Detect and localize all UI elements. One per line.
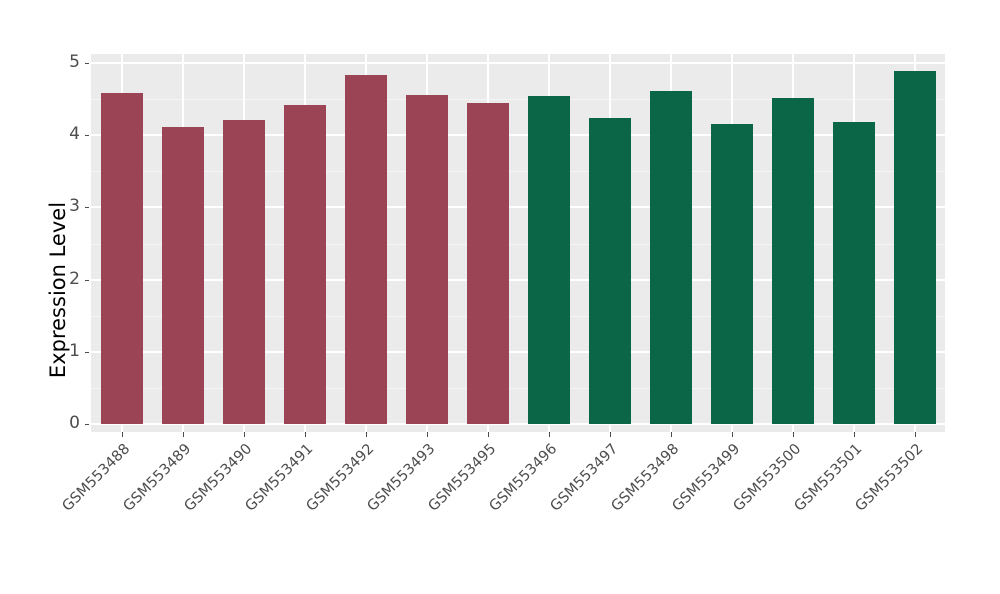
gridline-major-horizontal	[91, 206, 945, 209]
bar[interactable]	[100, 93, 143, 424]
y-axis-tick-mark	[85, 279, 89, 281]
gridline-major-horizontal	[91, 134, 945, 137]
x-axis-tick-mark	[609, 432, 611, 437]
y-axis-tick-label: 3	[69, 196, 80, 217]
bar[interactable]	[405, 94, 448, 424]
y-axis-tick-mark	[85, 351, 89, 353]
gridline-minor-horizontal	[91, 315, 945, 317]
y-axis-tick-labels: 0 1 2 3 4 5	[52, 0, 80, 580]
bar[interactable]	[283, 104, 326, 424]
y-axis-tick-label: 4	[69, 124, 80, 145]
bar[interactable]	[710, 123, 753, 424]
bar[interactable]	[527, 96, 570, 424]
bar[interactable]	[771, 98, 814, 424]
bar[interactable]	[222, 120, 265, 424]
x-axis-tick-mark	[914, 432, 916, 437]
bar[interactable]	[832, 122, 875, 424]
x-axis-tick-mark	[487, 432, 489, 437]
x-axis-tick-mark	[670, 432, 672, 437]
y-axis-tick-mark	[85, 424, 89, 425]
y-axis-tick-label: 0	[69, 413, 80, 433]
y-axis-tick-label: 1	[69, 340, 80, 361]
bar[interactable]	[893, 70, 936, 424]
plot-panel	[91, 54, 945, 432]
x-axis-tick-mark	[853, 432, 855, 437]
bar[interactable]	[588, 117, 631, 424]
y-axis-tick-mark	[85, 63, 89, 64]
gridline-minor-horizontal	[91, 171, 945, 173]
y-axis-tick-label: 5	[69, 52, 80, 72]
x-axis-tick-mark	[304, 432, 306, 437]
x-axis-tick-mark	[182, 432, 184, 437]
gridline-major-horizontal	[91, 350, 945, 353]
x-axis-tick-mark	[426, 432, 428, 437]
gridline-minor-horizontal	[91, 387, 945, 389]
gridline-minor-horizontal	[91, 99, 945, 101]
x-axis-tick-mark	[731, 432, 733, 437]
bar[interactable]	[649, 91, 692, 424]
y-axis-tick-mark	[85, 207, 89, 209]
gridline-major-horizontal	[91, 423, 945, 425]
bar[interactable]	[344, 75, 387, 424]
x-axis-tick-mark	[548, 432, 550, 437]
gridline-major-horizontal	[91, 62, 945, 64]
y-axis-tick-mark	[85, 135, 89, 137]
x-axis-tick-mark	[365, 432, 367, 437]
gridline-major-horizontal	[91, 278, 945, 281]
x-axis-tick-mark	[792, 432, 794, 437]
x-axis-tick-mark	[121, 432, 123, 437]
gridline-minor-horizontal	[91, 243, 945, 245]
y-axis-tick-label: 2	[69, 268, 80, 289]
bar[interactable]	[466, 102, 509, 424]
bar[interactable]	[161, 126, 204, 424]
x-axis-tick-mark	[243, 432, 245, 437]
